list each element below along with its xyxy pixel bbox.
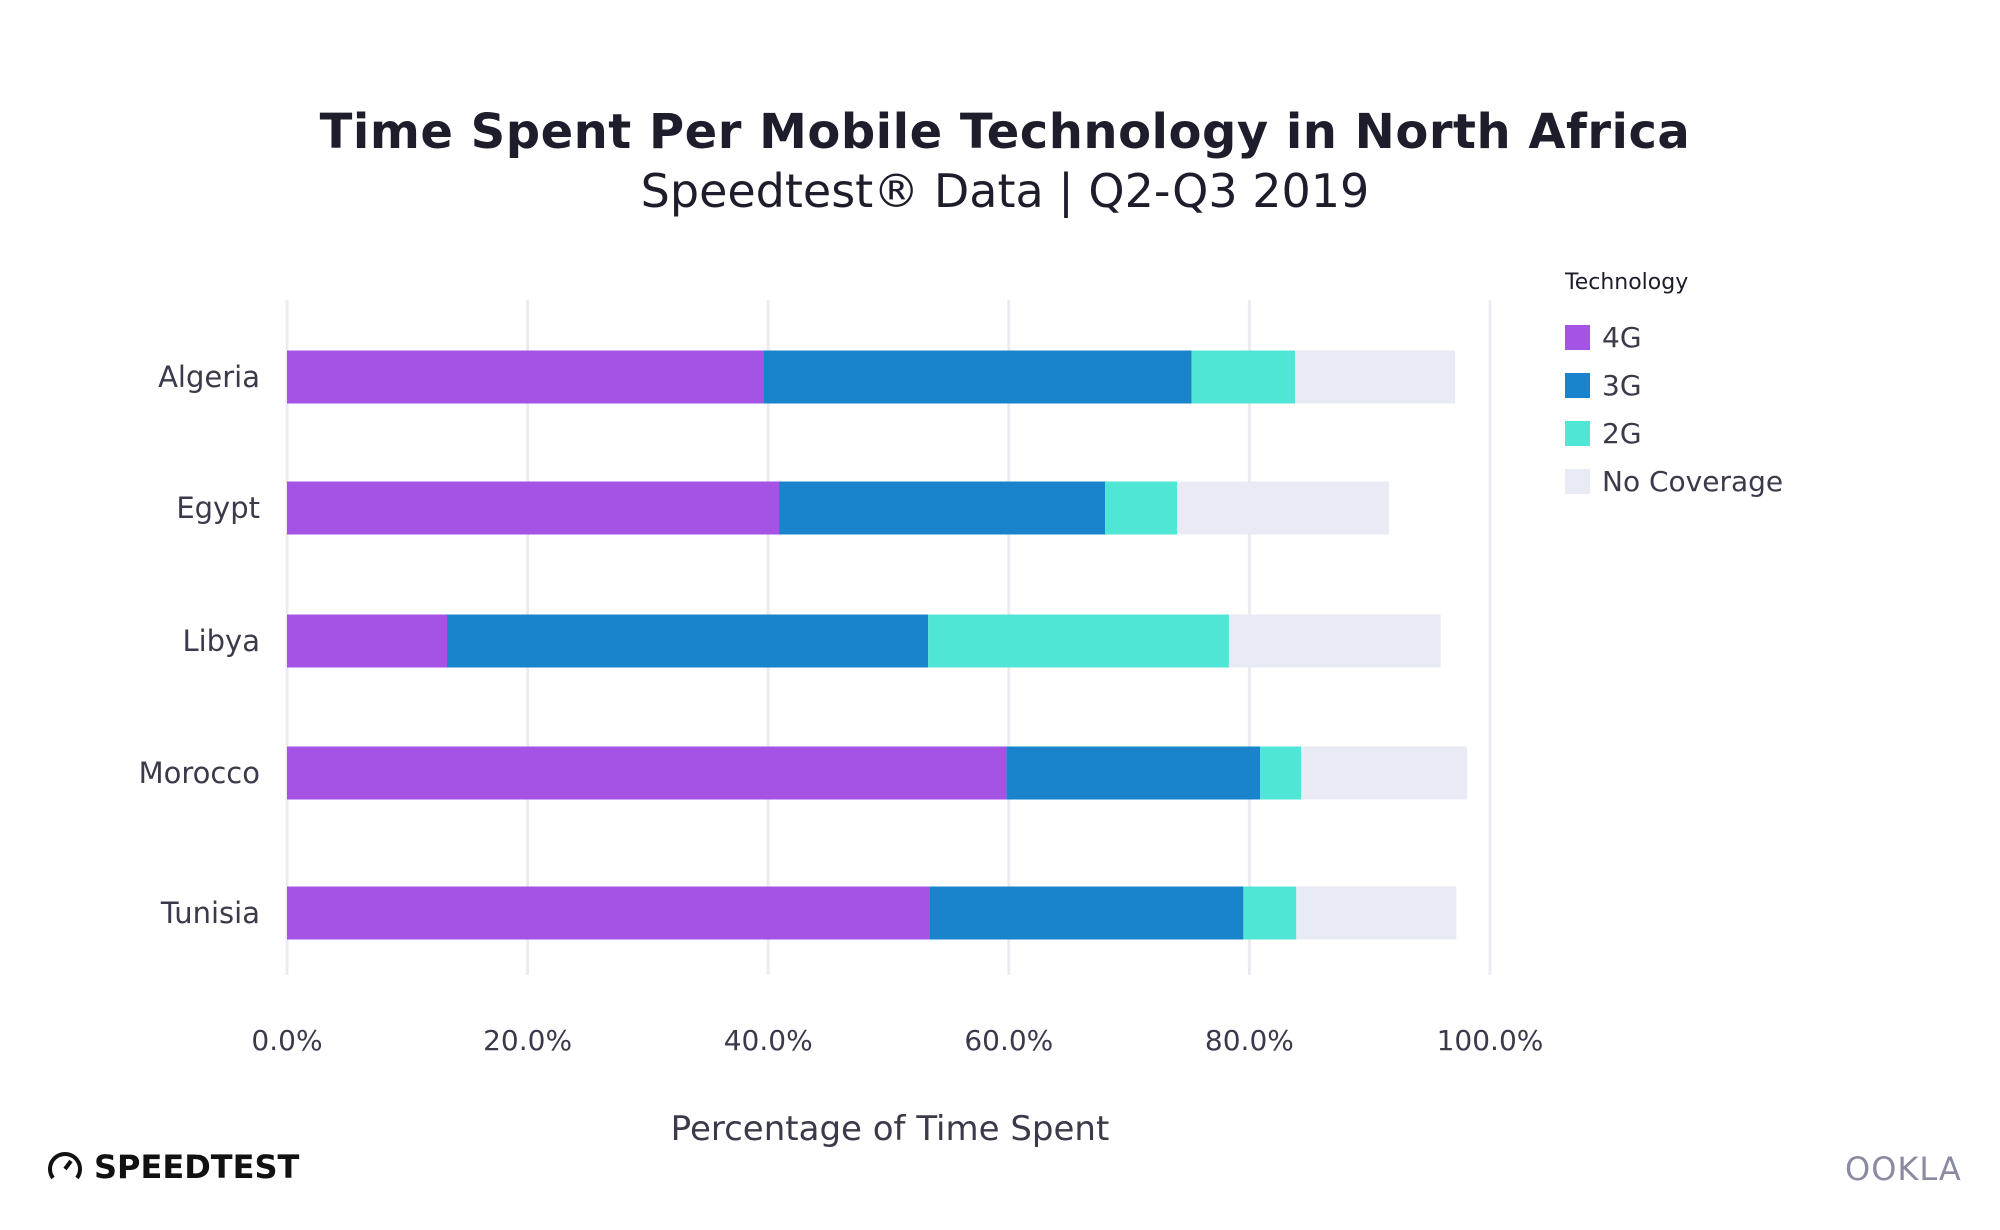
x-axis-label: Percentage of Time Spent bbox=[671, 1109, 1110, 1149]
bar-segment-2g bbox=[928, 614, 1229, 668]
bar-segment-3g bbox=[929, 886, 1244, 940]
legend-item: No Coverage bbox=[1565, 457, 1783, 505]
y-tick-label: Egypt bbox=[176, 491, 260, 525]
legend-label: No Coverage bbox=[1602, 464, 1784, 498]
legend-swatch bbox=[1565, 468, 1590, 494]
legend-label: 2G bbox=[1602, 416, 1642, 450]
legend-swatch bbox=[1565, 372, 1590, 398]
bar-segment-4g bbox=[287, 614, 447, 668]
speedtest-logo: SPEEDTEST bbox=[46, 1148, 299, 1186]
bar-segment-3g bbox=[763, 350, 1192, 404]
bar-segment-4g bbox=[287, 350, 764, 404]
y-tick-label: Algeria bbox=[158, 360, 260, 394]
bar-segment-no-coverage bbox=[1177, 481, 1389, 535]
y-tick-label: Tunisia bbox=[160, 896, 260, 930]
bar-segment-4g bbox=[287, 746, 1007, 800]
x-tick-label: 100.0% bbox=[1437, 1024, 1544, 1057]
legend-label: 4G bbox=[1602, 320, 1642, 354]
legend-swatch bbox=[1565, 324, 1590, 350]
bar-segment-3g bbox=[779, 481, 1106, 535]
legend-label: 3G bbox=[1602, 368, 1642, 402]
bar-segment-4g bbox=[287, 481, 780, 535]
x-tick-label: 0.0% bbox=[251, 1024, 322, 1057]
ookla-logo: OOKLA bbox=[1845, 1150, 1962, 1188]
chart-title: Time Spent Per Mobile Technology in Nort… bbox=[319, 104, 1691, 160]
legend-item: 2G bbox=[1565, 409, 1783, 457]
bar-segment-2g bbox=[1260, 746, 1302, 800]
bar-segment-2g bbox=[1243, 886, 1297, 940]
x-tick-label: 20.0% bbox=[483, 1024, 572, 1057]
legend-item: 4G bbox=[1565, 313, 1783, 361]
bar-segment-4g bbox=[287, 886, 930, 940]
speedometer-icon bbox=[48, 1152, 82, 1180]
x-tick-label: 60.0% bbox=[964, 1024, 1053, 1057]
y-tick-label: Libya bbox=[182, 624, 260, 658]
legend-title: Technology bbox=[1565, 270, 1689, 295]
x-tick-label: 40.0% bbox=[724, 1024, 813, 1057]
speedtest-logo-text: SPEEDTEST bbox=[94, 1148, 300, 1186]
bar-segment-2g bbox=[1105, 481, 1178, 535]
x-tick-label: 80.0% bbox=[1205, 1024, 1294, 1057]
legend-item: 3G bbox=[1565, 361, 1783, 409]
y-tick-label: Morocco bbox=[139, 756, 260, 790]
bar-segment-no-coverage bbox=[1296, 886, 1457, 940]
bar-segment-no-coverage bbox=[1301, 746, 1468, 800]
legend: Technology 4G 3G 2G No Coverage bbox=[1565, 270, 1783, 505]
bar-segment-2g bbox=[1191, 350, 1296, 404]
chart-subtitle: Speedtest® Data | Q2-Q3 2019 bbox=[640, 164, 1370, 218]
bar-segment-no-coverage bbox=[1295, 350, 1456, 404]
bar-segment-no-coverage bbox=[1228, 614, 1441, 668]
legend-swatch bbox=[1565, 420, 1590, 446]
bar-segment-3g bbox=[1006, 746, 1261, 800]
bar-segment-3g bbox=[446, 614, 929, 668]
